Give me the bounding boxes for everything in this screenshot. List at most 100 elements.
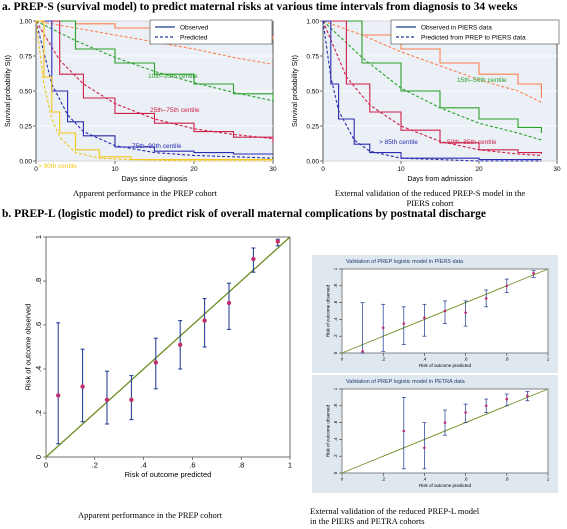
caption-a2-line2: PIERS cohort xyxy=(406,198,454,208)
y-tick-label: 1.00 xyxy=(306,19,319,26)
x-tick-label: 10 xyxy=(111,166,119,173)
data-point xyxy=(402,322,406,325)
chart-a1-survival-prep: 0.00 0.25 0.50 0.75 1.00 0 10 20 30 Days since di… xyxy=(5,19,277,184)
legend-box xyxy=(149,19,273,45)
series-label-green: 15th–50th centile xyxy=(457,77,507,84)
x-tick-label: 20 xyxy=(475,166,483,173)
x-tick-label: .6 xyxy=(189,461,195,470)
x-tick-label: 0 xyxy=(34,166,38,173)
series-label-green: 10th–25th centile xyxy=(148,73,198,80)
x-axis-label: Risk of outcome predicted xyxy=(125,470,212,479)
legend-predicted-label: Predicted from PREP to PIERS data xyxy=(421,35,526,42)
y-tick-label: .4 xyxy=(34,366,43,372)
data-point xyxy=(423,446,426,450)
chart-b1-panel: 0 .2 .4 .6 .8 1 0 .2 .4 .6 .8 1 Risk of outcome pred… xyxy=(0,225,300,495)
chart-b2-panel: Validation of PREP logistic model in PIE… xyxy=(312,255,558,373)
x-tick-label: .4 xyxy=(423,477,427,482)
data-point xyxy=(443,309,447,313)
legend-observed-label: Observed xyxy=(180,25,209,32)
y-tick-label: 0 xyxy=(34,455,43,459)
x-tick-label: .8 xyxy=(238,461,244,470)
caption-a2: External validation of the reduced PREP-… xyxy=(300,188,560,208)
predicted-line-green xyxy=(322,20,542,141)
predicted-line-yellow xyxy=(35,20,273,162)
y-tick-label: .2 xyxy=(333,334,338,338)
chart-title: Validation of PREP logistic model in PET… xyxy=(346,379,466,385)
x-tick-label: .6 xyxy=(464,477,468,482)
x-tick-label: 0 xyxy=(44,461,48,470)
data-point xyxy=(484,404,488,408)
series-label-blue: 75th–90th centile xyxy=(132,143,182,150)
y-tick-label: 0.75 xyxy=(306,54,319,61)
y-tick-label: 1.00 xyxy=(19,19,32,26)
heading-a: a. PREP-S (survival model) to predict ma… xyxy=(2,1,518,13)
y-axis-label: Risk of outcome observed xyxy=(24,304,33,391)
x-tick-label: .2 xyxy=(381,357,385,362)
observed-line-crimson xyxy=(323,20,542,154)
data-point xyxy=(423,316,426,320)
data-point xyxy=(532,271,535,275)
chart-a2-panel: 0.00 0.25 0.50 0.75 1.00 0 10 20 30 Days from adm… xyxy=(287,16,567,186)
y-tick-label: .4 xyxy=(333,317,338,321)
caption-b2: External validation of the reduced PREP-… xyxy=(310,506,560,526)
heading-b: b. PREP-L (logistic model) to predict ri… xyxy=(2,208,487,220)
caption-b2-line1: External validation of the reduced PREP-… xyxy=(310,506,480,516)
predicted-line-blue xyxy=(35,20,274,159)
y-axis-label: Survival probability S(t) xyxy=(292,55,299,127)
data-point xyxy=(505,284,509,288)
data-point xyxy=(80,384,85,389)
x-tick-label: 10 xyxy=(397,166,405,173)
y-axis-label: Risk of outcome observed xyxy=(326,404,331,457)
x-tick-label: .4 xyxy=(423,357,427,362)
data-point xyxy=(402,429,406,433)
y-tick-label: 0.75 xyxy=(19,54,32,61)
y-tick-label: 0.00 xyxy=(19,159,32,166)
data-point xyxy=(443,421,447,424)
data-point xyxy=(104,397,110,402)
y-tick-label: .8 xyxy=(333,283,338,287)
x-tick-label: 0 xyxy=(341,477,344,482)
x-tick-label: 1 xyxy=(547,357,550,362)
caption-a1: Apparent performance in the PREP cohort xyxy=(20,188,270,198)
chart-a2-survival-piers: 0.00 0.25 0.50 0.75 1.00 0 10 20 30 Days from adm… xyxy=(292,19,561,184)
observed-line-blue xyxy=(36,20,273,155)
y-tick-label: 0.25 xyxy=(306,124,319,131)
data-point xyxy=(464,411,467,414)
x-tick-label: 30 xyxy=(269,166,277,173)
y-tick-label: .4 xyxy=(333,437,338,441)
predicted-line-crimson xyxy=(322,20,542,156)
y-tick-label: .6 xyxy=(34,322,43,328)
observed-line-crimson xyxy=(36,20,274,143)
y-tick-label: 0 xyxy=(333,471,338,474)
x-axis-label: Risk of outcome predicted xyxy=(419,363,472,368)
y-tick-label: 0.50 xyxy=(19,89,32,96)
data-point xyxy=(153,360,158,365)
data-point xyxy=(226,300,232,306)
x-tick-label: 0 xyxy=(341,357,344,362)
data-point xyxy=(202,318,207,323)
x-tick-label: 30 xyxy=(553,166,561,173)
y-tick-label: 0.25 xyxy=(19,124,32,131)
x-tick-label: 1 xyxy=(547,477,550,482)
x-tick-label: 20 xyxy=(190,166,198,173)
y-tick-label: .8 xyxy=(34,278,43,284)
data-point xyxy=(381,326,385,330)
observed-line-green xyxy=(36,20,274,101)
data-point xyxy=(251,256,256,262)
x-axis-label: Days since diagnosis xyxy=(122,176,188,183)
y-tick-label: .8 xyxy=(333,403,338,407)
chart-b3-panel: Validation of PREP logistic model in PET… xyxy=(312,375,558,493)
y-tick-label: .6 xyxy=(333,300,338,304)
x-tick-label: .2 xyxy=(381,477,385,482)
observed-line-yellow xyxy=(36,20,273,161)
series-label-yellow: > 90th centile xyxy=(38,163,77,170)
chart-b3-calibration-petra: Validation of PREP logistic model in PET… xyxy=(326,379,550,488)
caption-b2-line2: in the PIERS and PETRA cohorts xyxy=(310,516,425,526)
series-label-blue: > 85th centile xyxy=(379,139,418,146)
chart-title: Validation of PREP logistic model in PIE… xyxy=(346,259,464,265)
x-axis-label: Days from admission xyxy=(407,176,472,183)
chart-a1-panel: 0.00 0.25 0.50 0.75 1.00 0 10 20 30 Days since di… xyxy=(0,16,283,186)
predicted-line-green xyxy=(35,20,274,102)
legend-box xyxy=(390,19,560,45)
data-point xyxy=(275,239,280,244)
